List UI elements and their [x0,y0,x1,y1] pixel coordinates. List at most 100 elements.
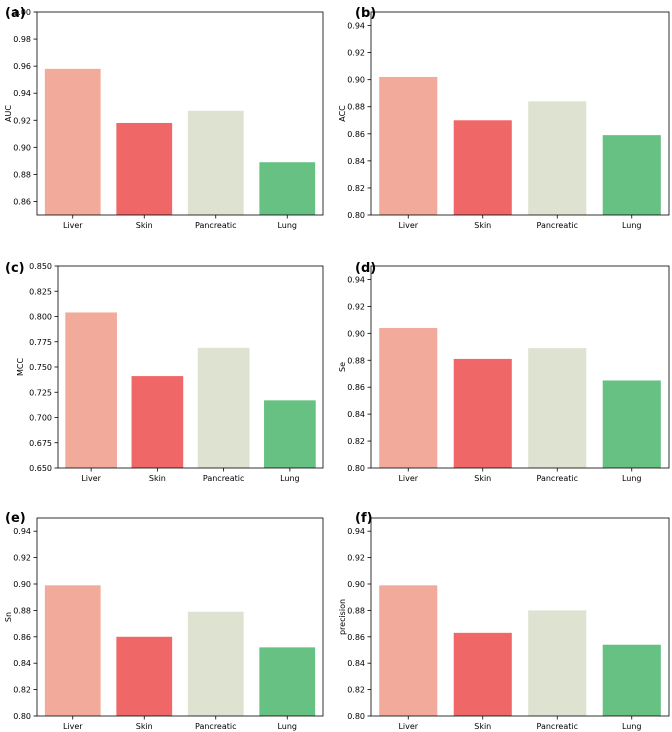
y-tick-label: 0.92 [13,554,31,563]
plot-frame [36,11,324,216]
y-tick-label: 0.90 [347,580,365,589]
bar-skin [453,632,512,716]
x-tick-label: Pancreatic [195,221,237,230]
x-tick-label: Skin [474,722,491,731]
y-tick-label: 0.700 [29,414,52,423]
y-axis-label: precision [338,599,347,635]
y-tick-label: 0.88 [13,170,31,179]
x-tick-label: Lung [622,722,642,731]
y-tick-label: 0.750 [29,363,52,372]
x-tick-label: Skin [136,722,153,731]
y-tick-label: 0.84 [347,157,365,166]
x-tick-label: Skin [149,474,166,483]
y-tick-label: 0.90 [13,580,31,589]
y-axis-label: ACC [338,105,347,122]
y-tick-label: 0.90 [347,329,365,338]
bar-lung [602,644,661,716]
chart-panel-b: 0.80 0.82 0.84 0.86 0.88 0.90 0.92 0.94 Liver Ski… [338,6,670,230]
y-tick-label: 0.86 [347,383,365,392]
y-tick-label: 0.94 [347,22,365,31]
chart-panel-c: 0.650 0.675 0.700 0.725 0.750 0.775 0.800 0.825… [5,261,324,483]
x-tick-label: Liver [81,474,101,483]
x-tick-label: Pancreatic [536,221,578,230]
y-tick-label: 0.80 [347,211,365,220]
y-tick-label: 0.92 [347,302,365,311]
x-tick-label: Pancreatic [195,722,237,731]
bar-pancreatic [187,110,244,215]
y-tick-label: 0.92 [347,554,365,563]
y-tick-label: 0.94 [347,275,365,284]
y-tick-label: 0.94 [13,89,31,98]
x-tick-label: Skin [136,221,153,230]
x-tick-label: Lung [622,221,642,230]
x-tick-label: Liver [63,221,83,230]
bar-liver [65,312,117,468]
x-tick-label: Liver [63,722,83,731]
y-tick-label: 0.80 [347,464,365,473]
x-tick-label: Lung [280,474,300,483]
x-tick-label: Lung [277,722,297,731]
bar-pancreatic [197,347,250,468]
x-tick-label: Skin [474,221,491,230]
bar-skin [453,358,512,468]
x-tick-label: Pancreatic [203,474,245,483]
bar-lung [264,400,316,468]
y-tick-label: 0.88 [347,606,365,615]
bar-lung [602,380,661,468]
chart-panel-e: 0.80 0.82 0.84 0.86 0.88 0.90 0.92 0.94 Liver Ski… [4,511,324,731]
y-tick-label: 0.94 [347,527,365,536]
y-tick-label: 0.82 [347,437,365,446]
bar-liver [379,327,438,468]
x-tick-label: Liver [398,474,418,483]
y-tick-label: 0.775 [29,338,52,347]
plot-frame [370,517,670,717]
y-tick-label: 0.675 [29,439,52,448]
x-tick-label: Lung [277,221,297,230]
bar-liver [44,68,101,215]
y-axis-label: Sn [4,612,13,622]
y-tick-label: 0.94 [13,527,31,536]
y-tick-label: 0.86 [347,633,365,642]
plot-frame [370,11,670,216]
y-tick-label: 0.88 [347,356,365,365]
y-tick-label: 0.92 [347,49,365,58]
y-tick-label: 0.850 [29,262,52,271]
bar-pancreatic [528,610,587,716]
bar-lung [259,162,316,215]
plot-frame [370,265,670,469]
panel-label: (f) [355,511,373,526]
y-axis-label: Se [338,362,347,372]
panel-label: (e) [5,511,26,526]
bar-lung [259,647,316,716]
bar-liver [44,585,101,716]
y-tick-label: 0.84 [13,659,31,668]
y-tick-label: 0.88 [347,103,365,112]
chart-panel-f: 0.80 0.82 0.84 0.86 0.88 0.90 0.92 0.94 Liver Ski… [338,511,670,731]
panel-label: (b) [355,6,376,21]
x-tick-label: Skin [474,474,491,483]
bar-liver [379,76,438,216]
chart-panel-a: 0.86 0.88 0.90 0.92 0.94 0.96 0.98 1.00 Liver Ski… [4,6,324,230]
y-tick-label: 1.00 [13,8,31,17]
bar-lung [602,135,661,215]
y-tick-label: 0.88 [13,606,31,615]
bar-pancreatic [187,611,244,716]
y-tick-label: 0.80 [347,712,365,721]
x-tick-label: Liver [398,221,418,230]
y-axis-label: MCC [16,358,25,376]
y-tick-label: 0.800 [29,313,52,322]
plot-frame [36,517,324,717]
y-tick-label: 0.92 [13,116,31,125]
y-tick-label: 0.725 [29,388,52,397]
panel-label: (d) [355,261,376,276]
y-axis-label: AUC [4,105,13,122]
x-tick-label: Pancreatic [536,722,578,731]
y-tick-label: 0.86 [13,633,31,642]
bar-liver [379,585,438,716]
y-tick-label: 0.86 [347,130,365,139]
x-tick-label: Lung [622,474,642,483]
bar-skin [116,122,173,215]
chart-panel-d: 0.80 0.82 0.84 0.86 0.88 0.90 0.92 0.94 Liver Ski… [338,261,670,483]
y-tick-label: 0.84 [347,410,365,419]
